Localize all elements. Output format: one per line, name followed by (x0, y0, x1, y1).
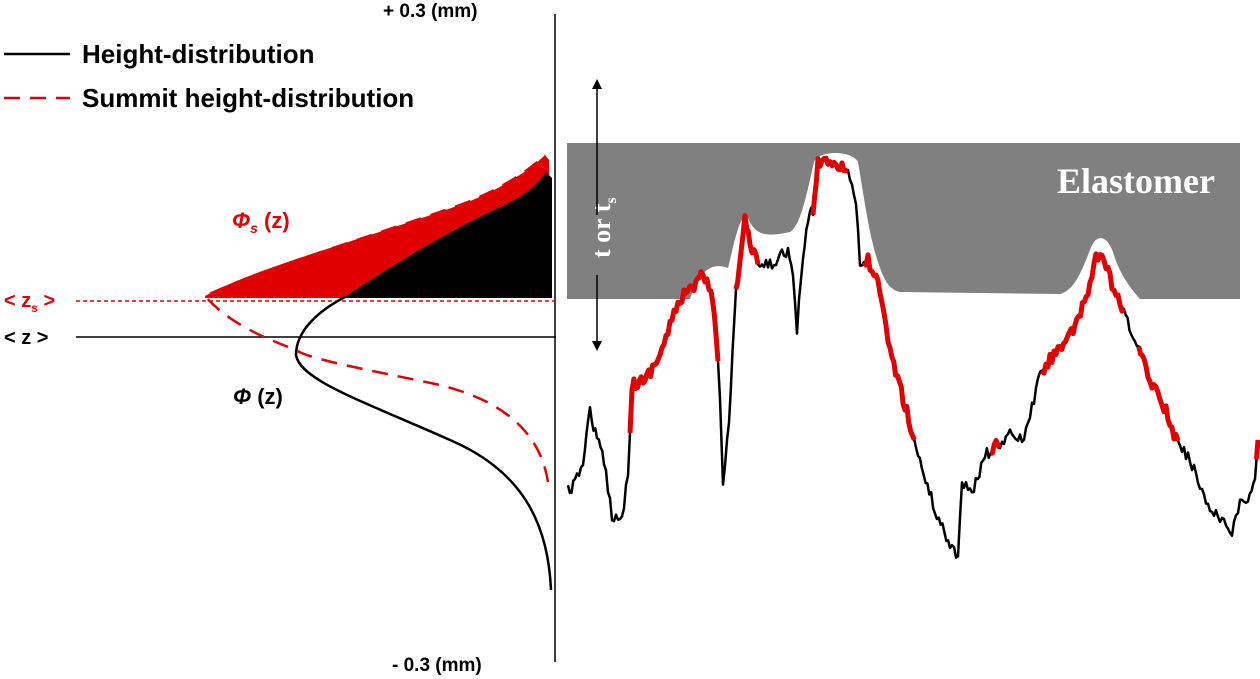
z-mean-label: < z > (4, 327, 48, 349)
phi-s-sub: s (250, 220, 258, 236)
thickness-sub-text: s (603, 197, 620, 203)
contact-segment (627, 269, 721, 434)
contact-segment (989, 438, 1003, 456)
phi-s-arg: (z) (258, 208, 290, 233)
elastomer-label: Elastomer (1057, 161, 1215, 201)
axis-bottom-label: - 0.3 (mm) (392, 655, 482, 676)
contact-segment (1136, 345, 1181, 442)
legend: Height-distribution Summit height-distri… (4, 39, 414, 113)
zs-sub: s (31, 301, 38, 315)
contact-segment (810, 155, 849, 216)
elastomer-block (567, 143, 1240, 299)
phi-symbol: Φ (233, 384, 251, 409)
contact-segments (627, 155, 1260, 460)
contact-segment (733, 213, 761, 290)
thickness-label: t or ts (587, 197, 620, 258)
thickness-main-text: t or t (587, 203, 616, 258)
zs-close: > (38, 290, 55, 312)
phi-s-symbol: Φ (232, 208, 250, 233)
axis-top-label: + 0.3 (mm) (383, 1, 478, 22)
phi-arg: (z) (251, 384, 283, 409)
contact-segment (861, 252, 917, 441)
height-distribution-curve (294, 295, 553, 591)
zs-open: < z (4, 290, 31, 312)
contact-segment (1254, 439, 1260, 460)
phi-s-label: Φs (z) (232, 208, 290, 236)
contact-area-black (345, 172, 552, 298)
contact-segment (1040, 251, 1126, 376)
legend-item-summit-height-distribution: Summit height-distribution (82, 83, 414, 113)
summit-distribution-curve (202, 154, 550, 483)
legend-item-height-distribution: Height-distribution (82, 39, 315, 69)
zs-label: < zs > (4, 290, 55, 315)
phi-label: Φ (z) (233, 384, 283, 409)
